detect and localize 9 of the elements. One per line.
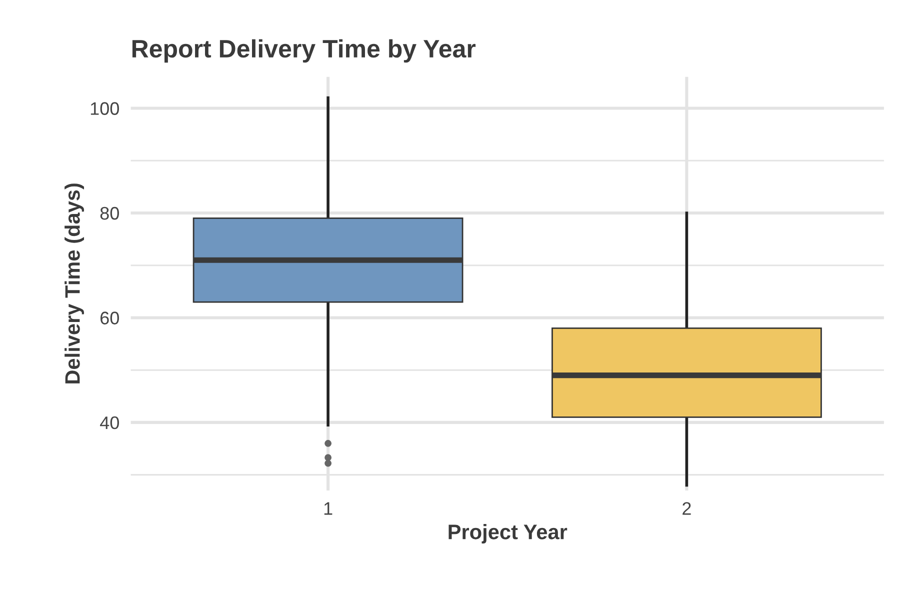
x-tick-label: 1 [324,502,332,515]
y-tick-label: 80 [100,206,119,220]
y-axis-title: Delivery Time (days) [64,184,84,384]
y-tick-label: 60 [100,312,119,324]
y-tick-label: 40 [100,416,119,430]
x-tick-label: 2 [682,502,691,515]
x-axis-title: Project Year [448,524,568,544]
chart-title: Report Delivery Time by Year [132,39,476,63]
y-tick-label: 100 [90,102,119,115]
